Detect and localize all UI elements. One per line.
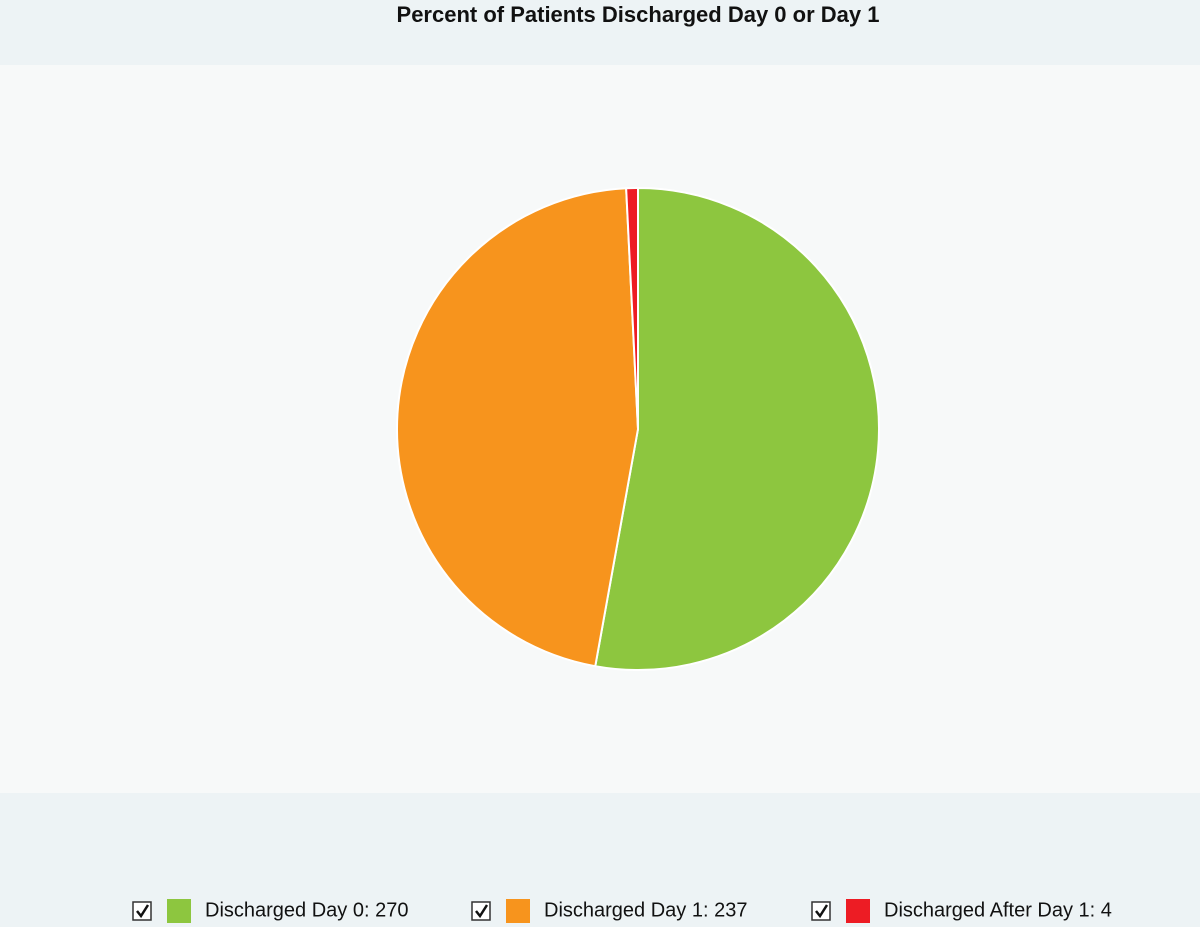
pie-slice <box>396 187 640 668</box>
legend-checkmark[interactable] <box>136 904 150 919</box>
header-band <box>0 0 1200 65</box>
legend-label: Discharged After Day 1: 4 <box>884 899 1112 921</box>
pie-slice <box>594 186 880 671</box>
legend-swatch <box>846 899 870 923</box>
legend-swatch <box>167 899 191 923</box>
legend-swatch <box>506 899 530 923</box>
legend-checkmark[interactable] <box>815 904 829 919</box>
legend-checkmark[interactable] <box>475 904 489 919</box>
legend-label: Discharged Day 0: 270 <box>205 899 408 921</box>
legend-band <box>0 793 1200 927</box>
legend-checkbox[interactable] <box>132 901 152 921</box>
pie-slice <box>625 186 639 430</box>
chart-title: Percent of Patients Discharged Day 0 or … <box>397 2 880 27</box>
legend-label: Discharged Day 1: 237 <box>544 899 747 921</box>
legend-checkbox[interactable] <box>811 901 831 921</box>
legend-checkbox[interactable] <box>471 901 491 921</box>
